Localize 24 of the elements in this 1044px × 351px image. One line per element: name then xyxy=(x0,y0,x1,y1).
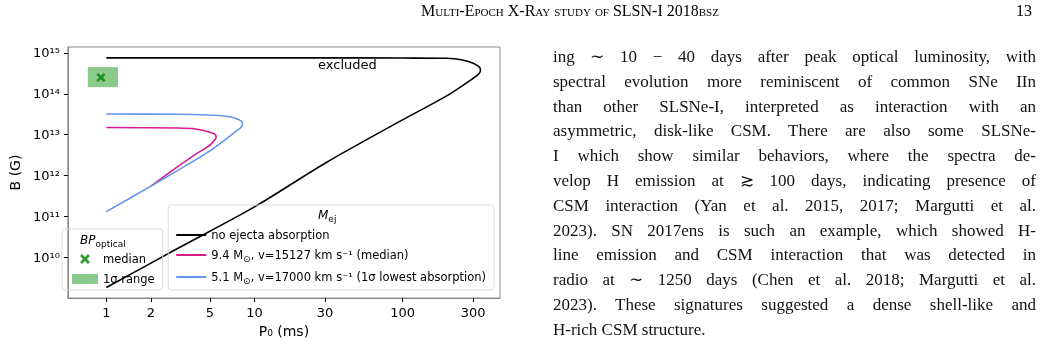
x-tick-label: 30 xyxy=(316,305,334,320)
x-tick-label: 1 xyxy=(102,305,111,320)
y-tick-label: 10¹⁵ xyxy=(32,45,60,61)
text: ing ∼ 10 − 40 days after peak optical luminosity, with spectral evolution more reminiscent of common SNe IIn than other SLSNe-I, interpreted as interaction with an asymmetric, disk-like CSM. There are also some SLSNe- I which show similar behaviors, where the spectra de- velop H emission at ≳ 100 days, indicating presence of CSM interaction (Yan et al. 2015, 2017; Margutti et al. 2023). SN 2017ens is such an example, which showed H- line emission and CSM interaction that was detected in radio at ∼ 1250 days (Chen et al. 2018; Margutti et al. 2023). These signatures suggested a dense shell-like and H-rich CSM structure. xyxy=(553,47,1036,339)
y-tick-label: 10¹¹ xyxy=(32,208,60,224)
y-tick-label: 10¹⁴ xyxy=(32,86,60,102)
y-axis-title: B (G) xyxy=(7,154,23,191)
legend-label: 5.1 M⊙, v=17000 km s⁻¹ (1σ lowest absorption) xyxy=(211,270,487,286)
x-tick-label: 100 xyxy=(390,305,415,320)
y-tick-label: 10¹⁰ xyxy=(32,249,60,265)
legend-label: no ejecta absorption xyxy=(211,228,330,242)
y-tick-label: 10¹³ xyxy=(32,127,60,143)
y-tick-label: 10¹² xyxy=(32,167,60,183)
x-tick-label: 300 xyxy=(460,305,486,320)
x-axis-title: P₀ (ms) xyxy=(258,322,310,339)
x-tick-label: 5 xyxy=(205,305,214,320)
legend-label: 1σ range xyxy=(103,272,155,286)
legend-label: median xyxy=(103,252,147,266)
annotation: excluded xyxy=(318,57,377,72)
text: Multi-Epoch X-Ray study of SLSN-I 2018bsz xyxy=(420,2,720,20)
text: 13 xyxy=(1016,2,1032,20)
legend-label: 9.4 M⊙, v=15127 km s⁻¹ (median) xyxy=(211,248,409,264)
x-tick-label: 2 xyxy=(146,305,156,320)
x-tick-label: 10 xyxy=(246,305,263,320)
